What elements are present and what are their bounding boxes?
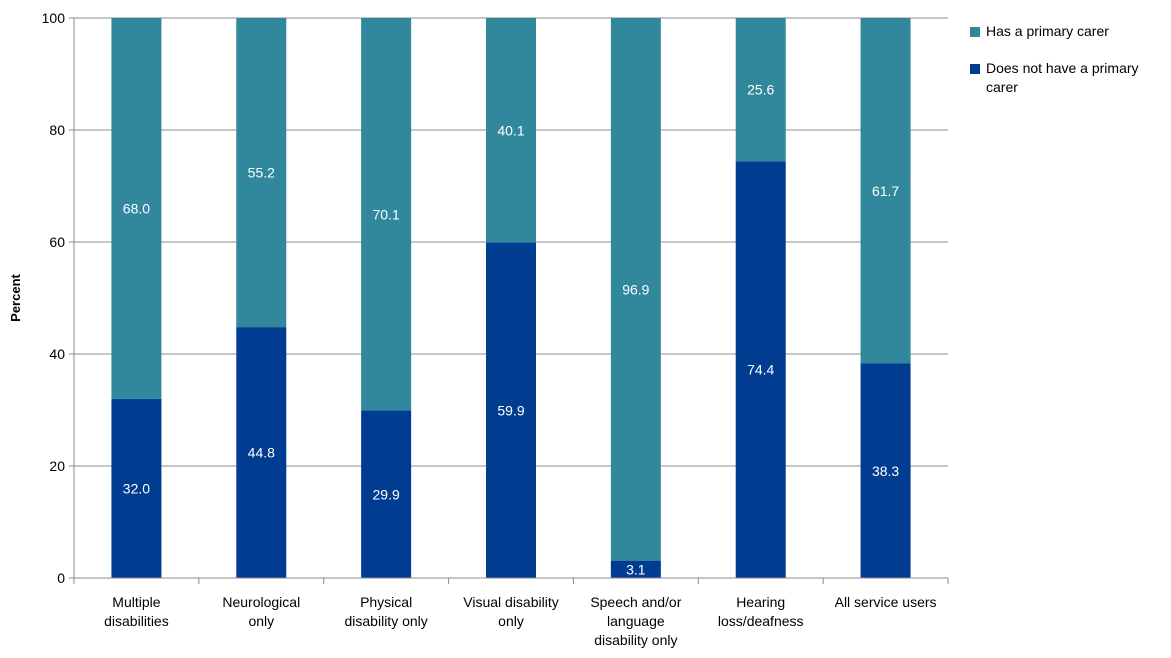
data-label: 70.1 <box>373 206 400 222</box>
y-tick-label: 0 <box>57 570 65 586</box>
y-tick-label: 80 <box>49 122 65 138</box>
y-tick-label: 40 <box>49 346 65 362</box>
x-category-label: Physical disability only <box>345 594 428 629</box>
data-label: 25.6 <box>747 82 774 98</box>
legend-label-no-carer: Does not have a primary carer <box>986 60 1139 95</box>
data-label: 40.1 <box>497 122 524 138</box>
data-labels: 32.0 68.0 44.8 55.2 29.9 70.1 59.9 40.1 3.1 96.9 7… <box>123 82 900 578</box>
bar-segment-has-carer <box>236 18 287 328</box>
bar-segment-no-carer <box>361 410 412 578</box>
legend-label-has-carer: Has a primary carer <box>986 23 1109 39</box>
bar-segment-no-carer <box>610 560 661 578</box>
bar-segment-no-carer <box>735 161 786 579</box>
data-label: 74.4 <box>747 362 774 378</box>
legend: Has a primary carer Does not have a prim… <box>970 22 1170 115</box>
data-label: 59.9 <box>497 402 524 418</box>
legend-swatch-has-carer <box>970 27 980 37</box>
y-axis-title: Percent <box>8 273 23 321</box>
x-category-label: All service users <box>835 594 937 610</box>
x-category-label: Neurological only <box>222 594 300 629</box>
data-label: 38.3 <box>872 463 899 479</box>
data-label: 61.7 <box>872 183 899 199</box>
y-tick-label: 20 <box>49 458 65 474</box>
bar-segment-has-carer <box>610 18 661 561</box>
y-tick-label: 60 <box>49 234 65 250</box>
data-label: 55.2 <box>248 165 275 181</box>
data-label: 32.0 <box>123 480 150 496</box>
x-category-label: Visual disability only <box>463 594 558 629</box>
data-label: 44.8 <box>248 445 275 461</box>
x-category-labels: Multiple disabilities Neurological only Phys… <box>104 594 936 648</box>
bar-segment-no-carer <box>111 398 162 578</box>
legend-swatch-no-carer <box>970 64 980 74</box>
bar-segment-no-carer <box>236 327 287 578</box>
bar-segment-has-carer <box>361 18 412 411</box>
axes <box>69 17 949 584</box>
bar-segment-has-carer <box>735 18 786 162</box>
bar-segment-has-carer <box>111 18 162 399</box>
y-tick-labels: 0 20 40 60 80 100 <box>42 10 66 586</box>
bars <box>111 18 911 579</box>
x-category-label: Multiple disabilities <box>104 594 169 629</box>
legend-item-has-carer: Has a primary carer <box>970 22 1170 41</box>
bar-segment-has-carer <box>860 18 911 364</box>
y-tick-label: 100 <box>42 10 66 26</box>
data-label: 3.1 <box>626 561 646 577</box>
legend-item-no-carer: Does not have a primary carer <box>970 59 1170 97</box>
data-label: 68.0 <box>123 200 150 216</box>
data-label: 96.9 <box>622 281 649 297</box>
x-category-label: Hearing loss/deafness <box>718 594 804 629</box>
data-label: 29.9 <box>373 486 400 502</box>
bar-segment-no-carer <box>486 242 536 578</box>
bar-segment-no-carer <box>860 363 911 578</box>
x-category-label: Speech and/or language disability only <box>590 594 681 648</box>
bar-segment-has-carer <box>486 18 536 243</box>
